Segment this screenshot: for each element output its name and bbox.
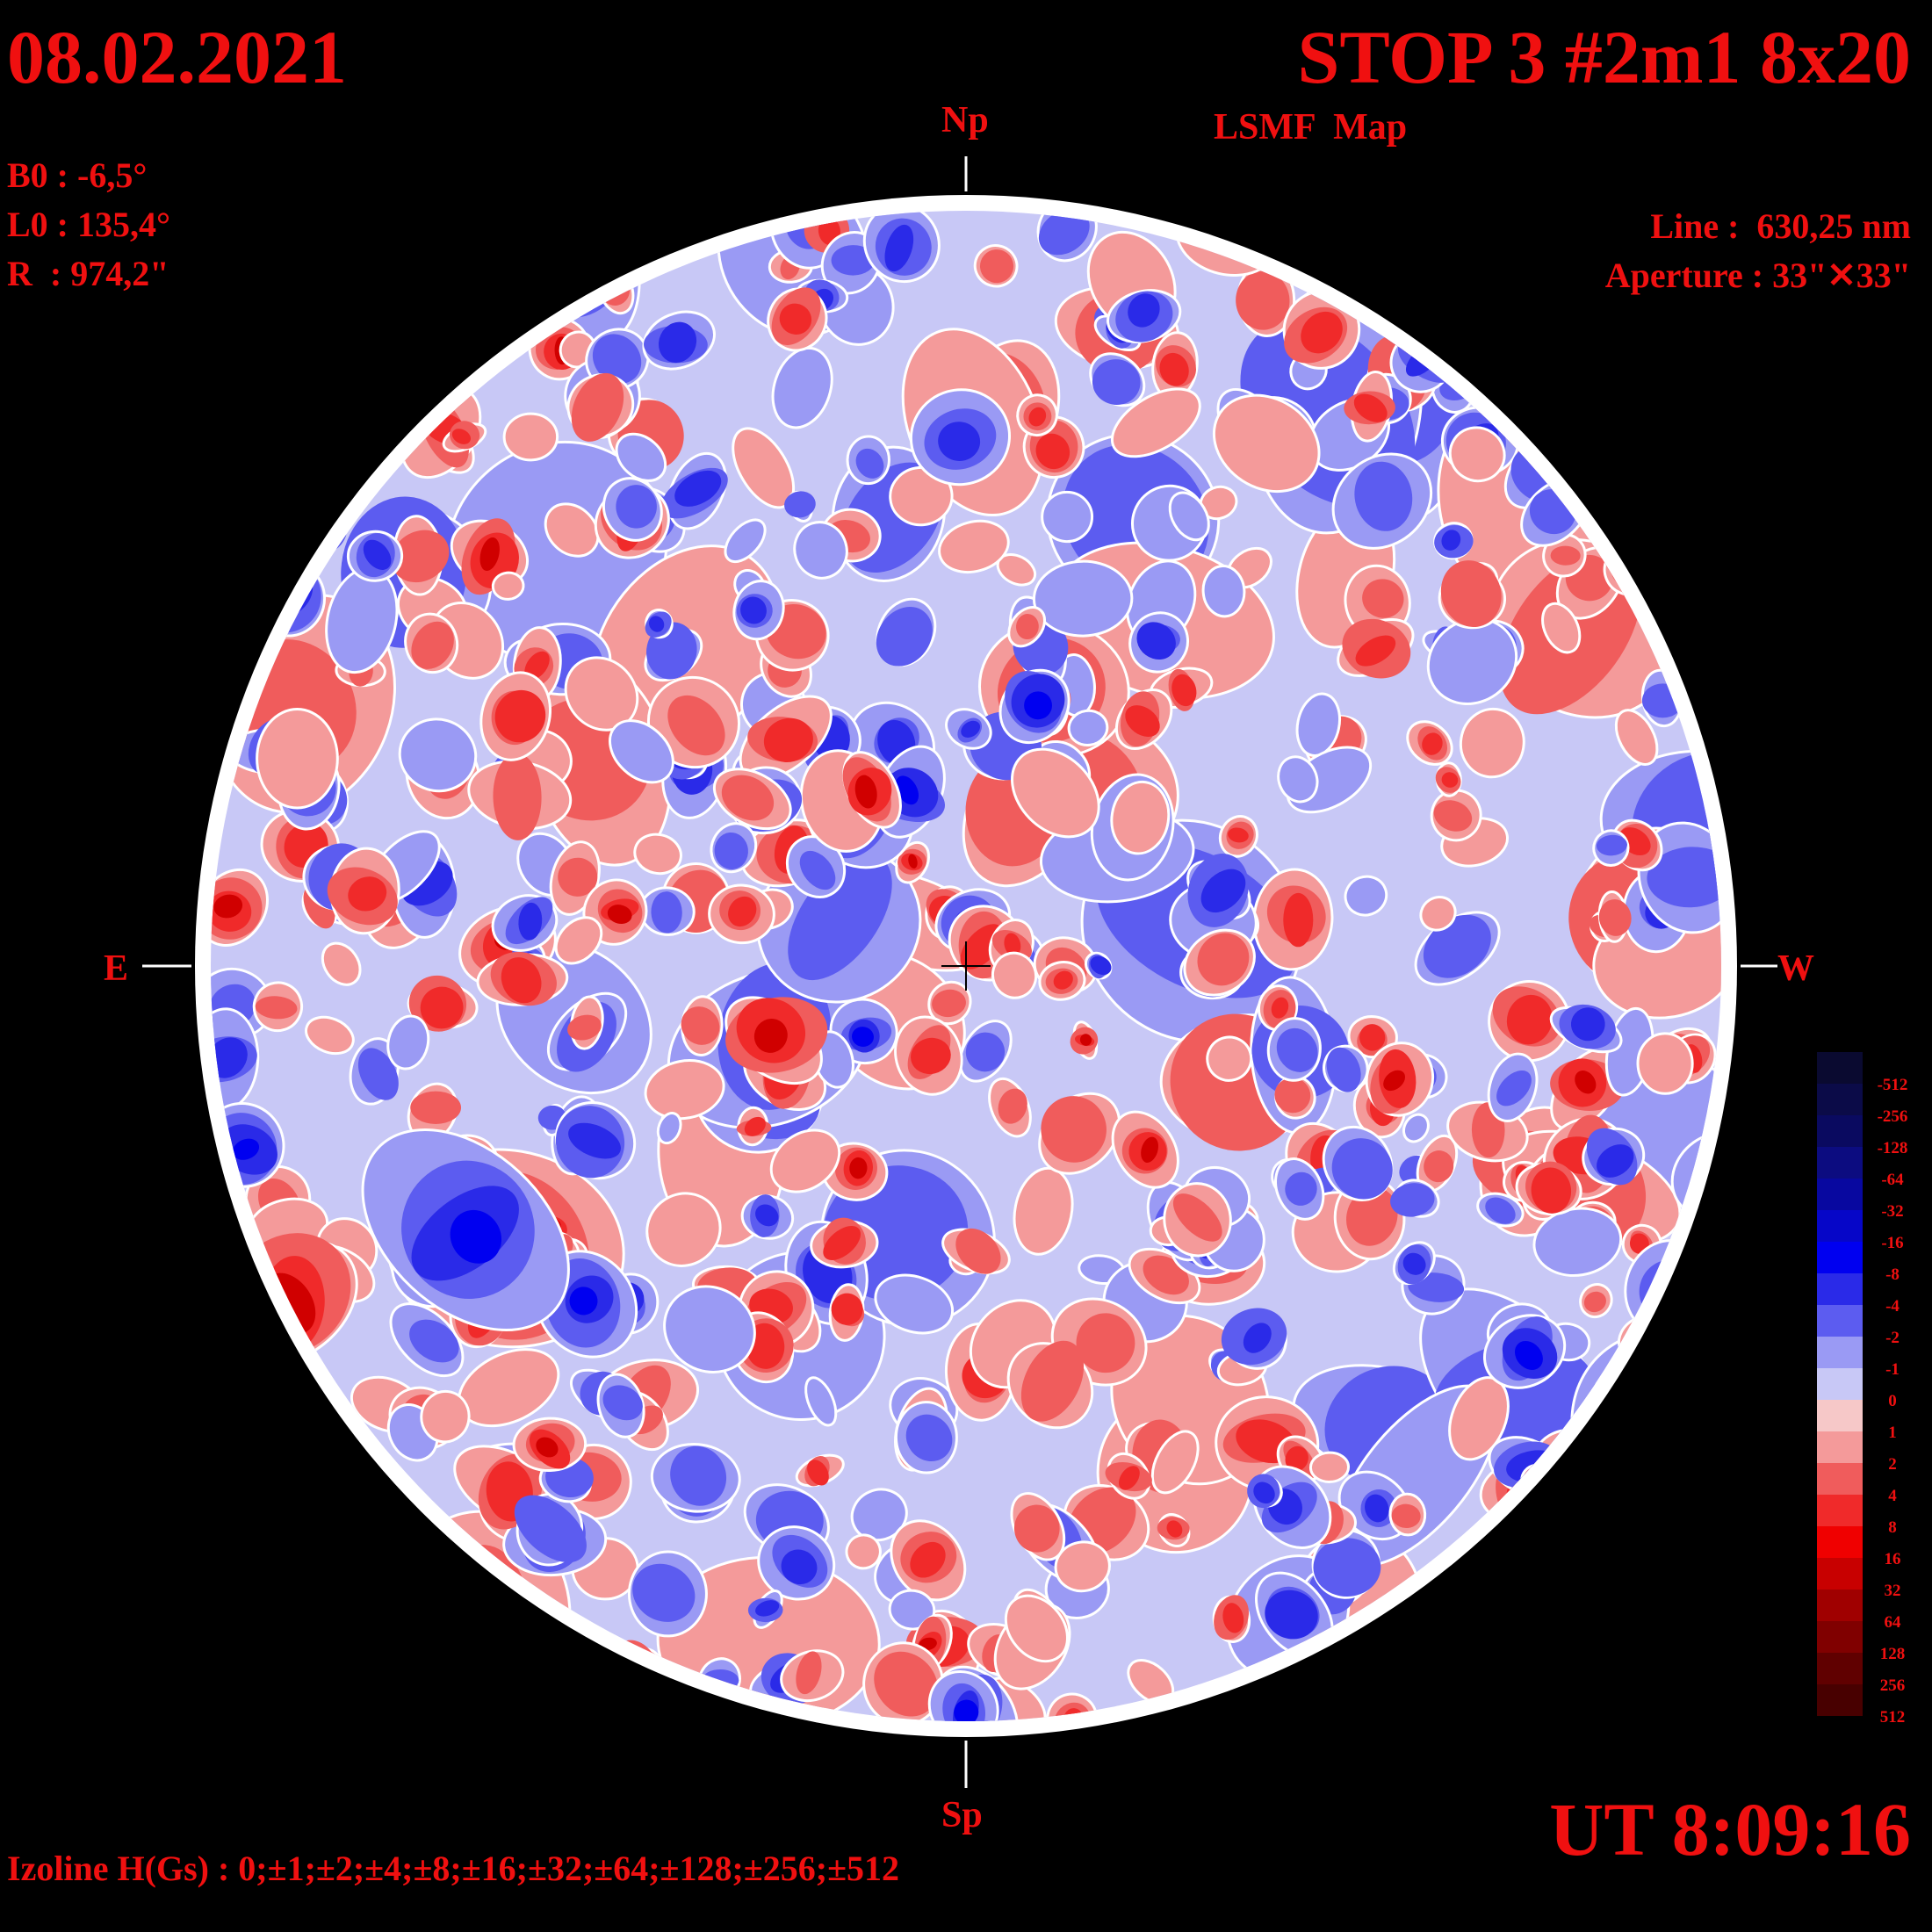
- scale-label: 8: [1888, 1518, 1897, 1537]
- param-radius: R : 974,2": [7, 254, 169, 293]
- axis-ticks: [142, 156, 1777, 1788]
- scale-swatch: [1817, 1590, 1863, 1621]
- scale-label: -64: [1881, 1171, 1904, 1189]
- spectral-line: Line : 630,25 nm: [1650, 206, 1911, 246]
- scale-swatch: [1817, 1463, 1863, 1495]
- color-scale: [1817, 1052, 1863, 1716]
- universal-time: UT 8:09:16: [1549, 1787, 1911, 1871]
- scale-swatch: [1817, 1179, 1863, 1210]
- scale-swatch: [1817, 1526, 1863, 1558]
- scale-swatch: [1817, 1558, 1863, 1590]
- scale-label: 16: [1884, 1550, 1901, 1568]
- scale-swatch: [1817, 1242, 1863, 1273]
- center-crosshair: [941, 941, 991, 991]
- page-title: STOP 3 #2m1 8x20: [1297, 15, 1911, 99]
- scale-swatch: [1817, 1147, 1863, 1179]
- scale-label: 512: [1879, 1708, 1906, 1727]
- direction-west: W: [1777, 948, 1814, 989]
- scale-swatch: [1817, 1495, 1863, 1526]
- scale-label: 64: [1884, 1613, 1901, 1632]
- map-subtitle: LSMF Map: [1214, 107, 1408, 148]
- param-l0: L0 : 135,4°: [7, 205, 170, 244]
- observation-date: 08.02.2021: [7, 15, 347, 99]
- scale-swatch: [1817, 1337, 1863, 1368]
- izoline-legend: Izoline H(Gs) : 0;±1;±2;±4;±8;±16;±32;±6…: [7, 1849, 900, 1888]
- scale-swatch: [1817, 1115, 1863, 1147]
- scale-label: -128: [1877, 1139, 1908, 1157]
- scale-label: -256: [1877, 1107, 1908, 1126]
- scale-swatch: [1817, 1653, 1863, 1684]
- scale-label: 1: [1888, 1424, 1897, 1442]
- scale-swatch: [1817, 1621, 1863, 1653]
- aperture: Aperture : 33"✕33": [1604, 256, 1911, 295]
- scale-label: -512: [1877, 1076, 1908, 1094]
- scale-swatch: [1817, 1273, 1863, 1305]
- scale-label: 2: [1888, 1455, 1897, 1474]
- direction-north: Np: [941, 100, 989, 141]
- scale-swatch: [1817, 1084, 1863, 1115]
- scale-label: 4: [1888, 1487, 1897, 1505]
- scale-label: -2: [1885, 1329, 1900, 1347]
- scale-label: -16: [1881, 1234, 1904, 1252]
- scale-swatch: [1817, 1052, 1863, 1084]
- scale-label: -8: [1885, 1265, 1900, 1284]
- direction-east: E: [104, 948, 129, 989]
- scale-label: 32: [1884, 1582, 1901, 1600]
- scale-label: 256: [1879, 1676, 1906, 1695]
- scale-label: -4: [1885, 1297, 1900, 1316]
- scale-label: 0: [1888, 1392, 1897, 1410]
- scale-label: -1: [1885, 1360, 1900, 1379]
- direction-south: Sp: [941, 1795, 983, 1835]
- scale-swatch: [1817, 1305, 1863, 1337]
- scale-swatch: [1817, 1400, 1863, 1431]
- scale-swatch: [1817, 1431, 1863, 1463]
- scale-swatch: [1817, 1210, 1863, 1242]
- param-b0: B0 : -6,5°: [7, 155, 148, 195]
- scale-label: -32: [1881, 1202, 1904, 1221]
- scale-label: 128: [1879, 1645, 1906, 1663]
- scale-swatch: [1817, 1684, 1863, 1716]
- scale-swatch: [1817, 1368, 1863, 1400]
